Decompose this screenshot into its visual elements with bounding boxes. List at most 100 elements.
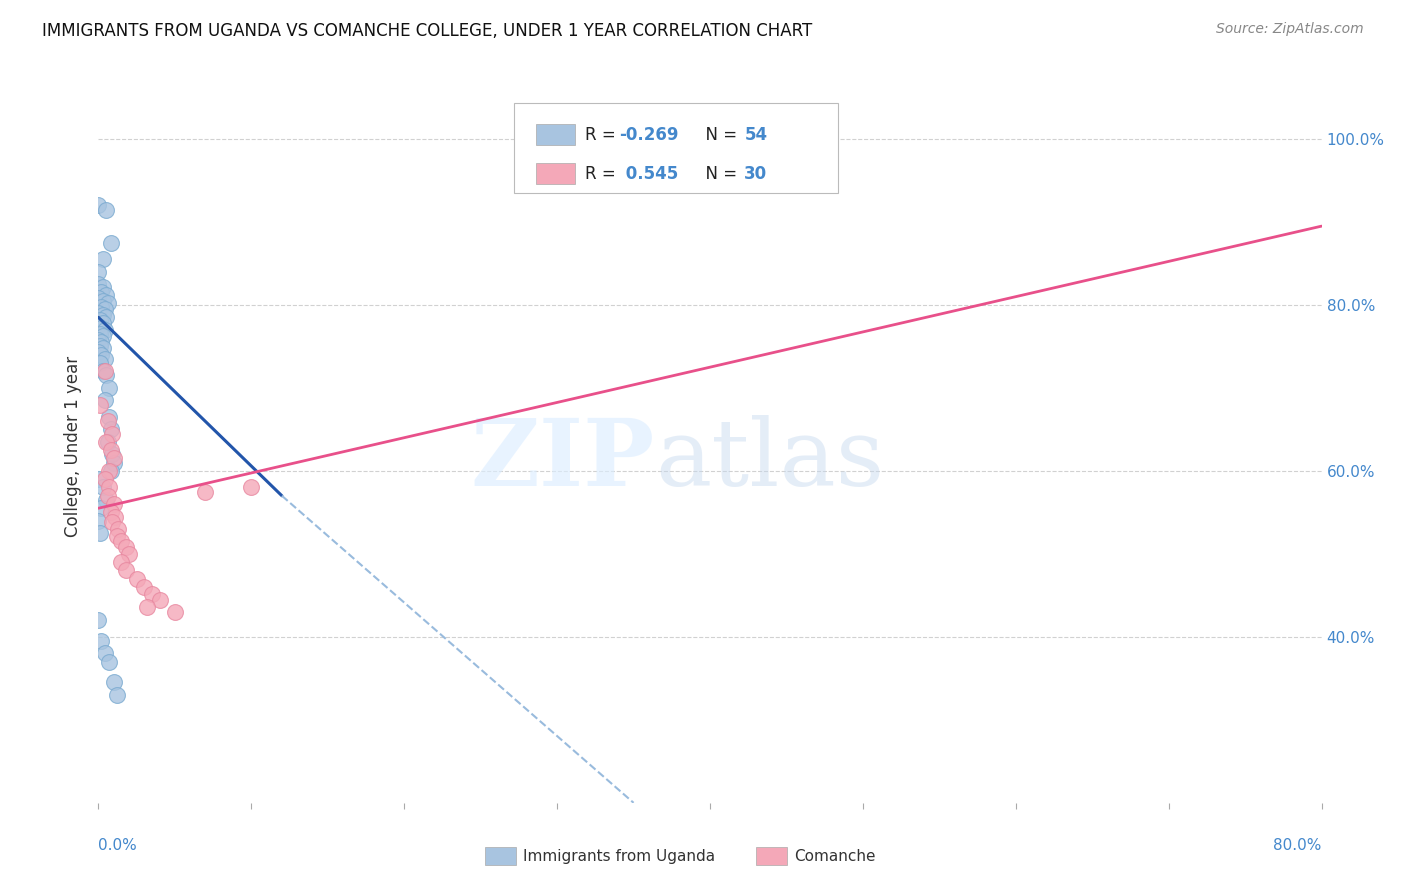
Point xyxy=(101,516,124,530)
Point xyxy=(105,528,128,542)
Point xyxy=(91,364,114,378)
Point xyxy=(163,605,186,619)
Point xyxy=(91,308,114,322)
Point xyxy=(87,306,110,320)
Text: R =: R = xyxy=(585,165,621,183)
Point xyxy=(103,675,125,690)
Text: 80.0%: 80.0% xyxy=(1274,838,1322,854)
Point xyxy=(115,540,138,554)
Point xyxy=(87,277,110,292)
Text: -0.269: -0.269 xyxy=(620,126,679,144)
Point xyxy=(100,464,122,478)
Point xyxy=(90,285,112,300)
Point xyxy=(90,321,112,335)
Point xyxy=(89,356,111,370)
Text: 0.545: 0.545 xyxy=(620,165,678,183)
Point xyxy=(94,492,117,507)
Text: ZIP: ZIP xyxy=(471,416,655,505)
Point xyxy=(87,345,110,359)
Point xyxy=(107,522,129,536)
Point xyxy=(87,514,110,528)
Point xyxy=(105,688,128,702)
Point xyxy=(94,202,117,217)
Point xyxy=(98,481,121,495)
Point xyxy=(89,397,111,411)
Point xyxy=(101,447,124,461)
Point xyxy=(101,426,124,441)
Point xyxy=(100,505,122,519)
Point xyxy=(87,472,110,486)
Point xyxy=(93,472,115,486)
Point xyxy=(149,593,172,607)
Point xyxy=(141,587,163,601)
Point xyxy=(90,300,112,314)
Point xyxy=(100,235,122,250)
Point xyxy=(91,329,114,343)
Point xyxy=(89,313,111,327)
Point xyxy=(91,481,114,495)
Point xyxy=(98,381,121,395)
FancyBboxPatch shape xyxy=(515,103,838,193)
Point xyxy=(87,291,110,305)
Point xyxy=(87,613,110,627)
Point xyxy=(98,464,121,478)
Text: N =: N = xyxy=(696,165,742,183)
Point xyxy=(98,655,121,669)
Point xyxy=(87,198,110,212)
Bar xyxy=(536,124,575,145)
Point xyxy=(118,547,141,561)
Point xyxy=(93,351,115,366)
Point xyxy=(91,293,114,308)
Point xyxy=(93,647,115,661)
Point xyxy=(94,288,117,302)
Point xyxy=(90,348,112,362)
Point xyxy=(94,310,117,325)
Point xyxy=(134,580,156,594)
Point xyxy=(89,339,111,353)
Text: 0.0%: 0.0% xyxy=(98,838,138,854)
Text: Comanche: Comanche xyxy=(794,849,876,863)
Point xyxy=(100,443,122,458)
Point xyxy=(90,335,112,350)
Point xyxy=(97,434,120,449)
Bar xyxy=(485,847,516,865)
Point xyxy=(97,414,120,428)
Point xyxy=(240,481,263,495)
Point xyxy=(87,333,110,347)
Point xyxy=(110,555,132,569)
Point xyxy=(115,564,138,578)
Point xyxy=(87,265,110,279)
Point xyxy=(100,422,122,436)
Text: Source: ZipAtlas.com: Source: ZipAtlas.com xyxy=(1216,22,1364,37)
Point xyxy=(110,534,132,549)
Y-axis label: College, Under 1 year: College, Under 1 year xyxy=(65,355,83,537)
Point xyxy=(194,484,217,499)
Point xyxy=(103,497,125,511)
Text: 30: 30 xyxy=(744,165,768,183)
Point xyxy=(91,316,114,330)
Point xyxy=(90,634,112,648)
Point xyxy=(98,409,121,424)
Point xyxy=(103,451,125,466)
Point xyxy=(136,599,159,614)
Text: IMMIGRANTS FROM UGANDA VS COMANCHE COLLEGE, UNDER 1 YEAR CORRELATION CHART: IMMIGRANTS FROM UGANDA VS COMANCHE COLLE… xyxy=(42,22,813,40)
Point xyxy=(91,252,114,267)
Point xyxy=(93,302,115,317)
Bar xyxy=(756,847,787,865)
Point xyxy=(89,526,111,541)
Point xyxy=(125,572,148,586)
Point xyxy=(87,318,110,333)
Text: atlas: atlas xyxy=(655,416,884,505)
Point xyxy=(103,456,125,470)
Text: R =: R = xyxy=(585,126,621,144)
Point xyxy=(91,341,114,355)
Point xyxy=(93,364,115,378)
Point xyxy=(97,296,120,310)
Bar xyxy=(536,163,575,185)
Point xyxy=(104,509,127,524)
Point xyxy=(94,368,117,383)
Text: 54: 54 xyxy=(744,126,768,144)
Point xyxy=(91,279,114,293)
Point xyxy=(89,326,111,341)
Point xyxy=(97,489,120,503)
